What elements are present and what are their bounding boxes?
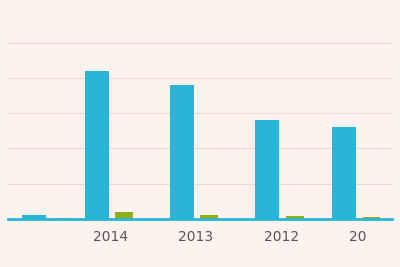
- Bar: [115, 212, 133, 219]
- Bar: [332, 127, 356, 219]
- Bar: [85, 71, 109, 219]
- Bar: [170, 85, 194, 219]
- Bar: [286, 216, 304, 219]
- Bar: [200, 215, 218, 219]
- Bar: [256, 120, 279, 219]
- Bar: [52, 218, 69, 219]
- Bar: [362, 217, 380, 219]
- Bar: [22, 215, 46, 219]
